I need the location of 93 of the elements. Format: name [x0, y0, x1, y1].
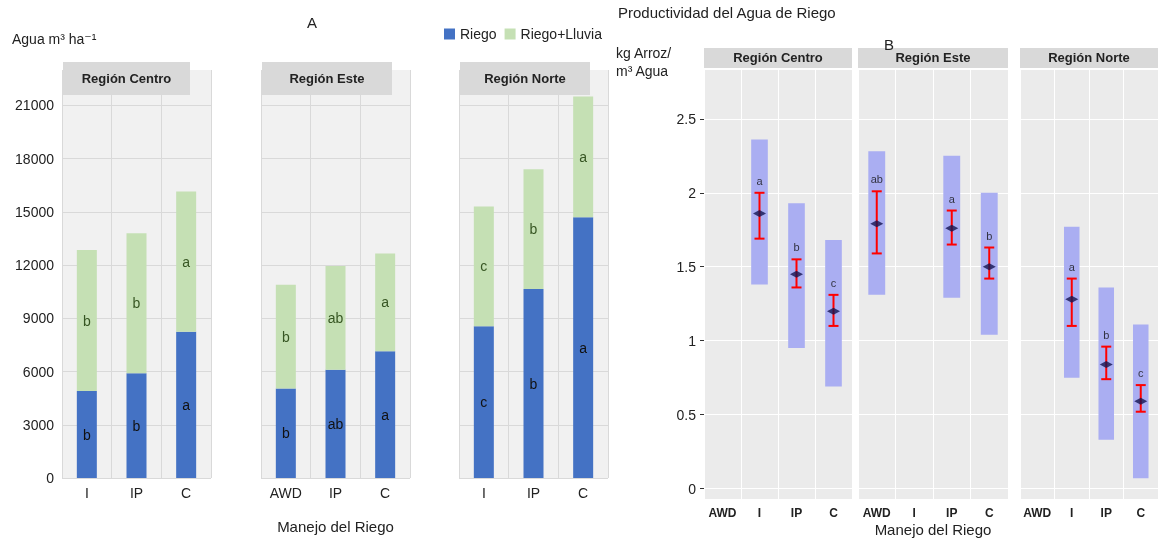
- data-label: a: [182, 396, 191, 413]
- x-tick-label: C: [578, 485, 589, 501]
- y-tick-label: 2.5: [676, 110, 697, 127]
- data-label: b: [793, 241, 800, 254]
- data-label: b: [281, 425, 290, 442]
- x-tick-label: AWD: [269, 485, 302, 501]
- data-label: a: [381, 406, 390, 423]
- bar: [176, 191, 197, 332]
- text: A: [307, 14, 318, 31]
- data-label: b: [82, 426, 91, 443]
- data-label: c: [830, 276, 837, 289]
- data-label: b: [281, 328, 290, 345]
- data-label: ab: [327, 415, 344, 432]
- x-tick-label: AWD: [708, 506, 737, 520]
- y-tick-label: 6000: [22, 363, 55, 380]
- bar: [375, 351, 396, 478]
- data-label: b: [986, 229, 993, 242]
- bar: [126, 373, 147, 478]
- x-tick-label: C: [829, 506, 839, 520]
- bar: [325, 266, 346, 370]
- bar: [126, 233, 147, 374]
- bar: [176, 331, 197, 478]
- y-axis-title: Agua m³ ha⁻¹: [12, 31, 97, 47]
- y-tick-label: 0.5: [676, 406, 697, 423]
- bar: [275, 388, 296, 478]
- x-tick-label: I: [84, 485, 89, 501]
- data-label: c: [1138, 367, 1144, 380]
- data-label: ab: [327, 309, 344, 326]
- x-tick-label: IP: [328, 485, 343, 501]
- x-tick-label: C: [181, 485, 192, 501]
- data-label: ab: [870, 173, 883, 186]
- bar: [76, 391, 97, 478]
- data-label: a: [381, 294, 390, 311]
- legend-label: Riego: [460, 26, 497, 42]
- y-tick-label: 3000: [22, 416, 55, 433]
- data-label: b: [529, 375, 538, 392]
- y-tick-label: 0: [688, 480, 697, 497]
- x-tick-label: I: [1070, 506, 1074, 520]
- y-tick-label: 15000: [15, 203, 55, 220]
- data-label: a: [579, 339, 588, 356]
- bar: [751, 139, 768, 285]
- data-label: b: [1103, 328, 1110, 341]
- bar: [473, 326, 494, 478]
- data-label: b: [132, 417, 141, 434]
- x-tick-label: I: [912, 506, 916, 520]
- y-tick-label: 2: [688, 184, 697, 201]
- y-tick-label: 1.5: [676, 258, 697, 275]
- y-tick-label: 18000: [15, 150, 55, 167]
- data-label: c: [480, 258, 488, 275]
- x-tick-label: C: [984, 506, 994, 520]
- x-tick-label: IP: [526, 485, 541, 501]
- data-label: b: [529, 221, 538, 238]
- bar: [825, 240, 842, 387]
- y-tick-label: 9000: [22, 310, 55, 327]
- bar: [573, 96, 594, 218]
- data-label: a: [182, 253, 191, 270]
- data-label: a: [948, 192, 956, 205]
- x-tick-label: IP: [1100, 506, 1112, 520]
- bar: [325, 369, 346, 478]
- x-tick-label: AWD: [862, 506, 892, 520]
- bar: [523, 289, 544, 478]
- bar: [76, 250, 97, 392]
- x-tick-label: IP: [946, 506, 958, 520]
- data-label: b: [132, 295, 141, 312]
- x-tick-label: IP: [790, 506, 803, 520]
- y-tick-label: 1: [688, 332, 697, 349]
- y-tick-label: 0: [46, 470, 55, 486]
- x-axis-title: Manejo del Riego: [276, 518, 395, 535]
- data-label: a: [1068, 260, 1076, 273]
- bar: [573, 217, 594, 478]
- text: Productividad del Agua de Riego: [618, 4, 836, 21]
- chart-title: Región Este: [895, 50, 971, 65]
- bar: [473, 206, 494, 327]
- x-tick-label: IP: [129, 485, 144, 501]
- y-tick-label: 21000: [15, 97, 55, 114]
- x-tick-label: AWD: [1023, 506, 1052, 520]
- y-tick-label: 12000: [15, 257, 55, 274]
- data-label: a: [579, 148, 588, 165]
- bar: [788, 203, 805, 349]
- data-label: b: [82, 312, 91, 329]
- data-label: a: [756, 174, 764, 187]
- x-tick-label: I: [481, 485, 486, 501]
- bar: [275, 284, 296, 389]
- x-tick-label: C: [380, 485, 391, 501]
- legend-label: Riego+Lluvia: [520, 26, 603, 42]
- y-axis-title: kg Arroz/ m³ Agua: [616, 45, 676, 79]
- bar: [523, 169, 544, 290]
- x-tick-label: I: [757, 506, 762, 520]
- text: B: [884, 36, 895, 53]
- bar: [375, 253, 396, 352]
- x-tick-label: C: [1136, 506, 1146, 520]
- x-axis-title: Manejo del Riego: [873, 521, 993, 538]
- data-label: c: [480, 394, 488, 411]
